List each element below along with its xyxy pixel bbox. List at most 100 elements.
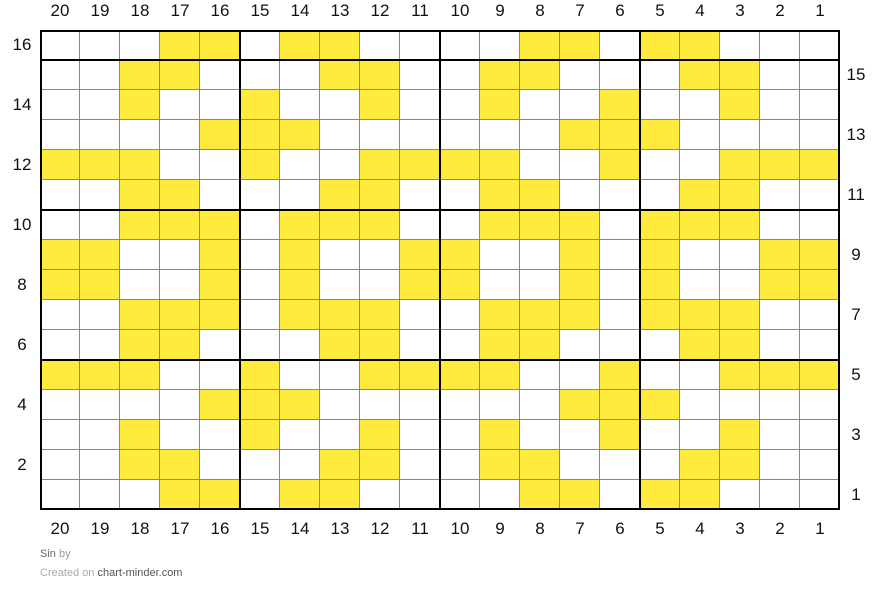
cell-r8-c12 (360, 270, 400, 300)
cell-r4-c18 (120, 390, 160, 420)
chart-title: Sin by (40, 548, 71, 560)
cell-r7-c8 (520, 300, 560, 330)
cell-r1-c17 (160, 480, 200, 510)
cell-r12-c4 (680, 150, 720, 180)
cell-r6-c17 (160, 330, 200, 360)
cell-r3-c4 (680, 420, 720, 450)
cell-r12-c11 (400, 150, 440, 180)
cell-r7-c2 (760, 300, 800, 330)
column-label-top: 2 (775, 1, 785, 20)
cell-r11-c14 (280, 180, 320, 210)
created-on-text: Created on (40, 567, 95, 579)
cell-r1-c3 (720, 480, 760, 510)
cell-r6-c2 (760, 330, 800, 360)
cell-r5-c2 (760, 360, 800, 390)
cell-r16-c9 (480, 30, 520, 60)
cell-r4-c7 (560, 390, 600, 420)
cell-r7-c4 (680, 300, 720, 330)
cell-r13-c15 (240, 120, 280, 150)
cell-r9-c8 (520, 240, 560, 270)
cell-r3-c12 (360, 420, 400, 450)
cell-r1-c18 (120, 480, 160, 510)
cell-r7-c14 (280, 300, 320, 330)
cell-r16-c7 (560, 30, 600, 60)
cell-r3-c8 (520, 420, 560, 450)
column-label-bottom: 8 (535, 519, 545, 538)
cell-r16-c11 (400, 30, 440, 60)
cell-r11-c17 (160, 180, 200, 210)
cell-r9-c7 (560, 240, 600, 270)
cell-r12-c7 (560, 150, 600, 180)
cell-r13-c19 (80, 120, 120, 150)
cell-r9-c1 (800, 240, 840, 270)
cell-r16-c16 (200, 30, 240, 60)
cell-r3-c1 (800, 420, 840, 450)
cell-r1-c14 (280, 480, 320, 510)
cell-r16-c20 (40, 30, 80, 60)
cell-r12-c5 (640, 150, 680, 180)
cell-r1-c16 (200, 480, 240, 510)
cell-r8-c8 (520, 270, 560, 300)
cell-r5-c15 (240, 360, 280, 390)
cell-r11-c15 (240, 180, 280, 210)
cell-r15-c16 (200, 60, 240, 90)
cell-r5-c14 (280, 360, 320, 390)
cell-r13-c8 (520, 120, 560, 150)
cell-r6-c9 (480, 330, 520, 360)
cell-r16-c17 (160, 30, 200, 60)
row-label-left: 8 (17, 275, 27, 294)
cell-r16-c1 (800, 30, 840, 60)
cell-r3-c13 (320, 420, 360, 450)
cell-r14-c18 (120, 90, 160, 120)
cell-r15-c4 (680, 60, 720, 90)
cell-r1-c6 (600, 480, 640, 510)
cell-r2-c1 (800, 450, 840, 480)
column-label-bottom: 3 (735, 519, 745, 538)
cell-r3-c5 (640, 420, 680, 450)
cell-r10-c6 (600, 210, 640, 240)
cell-r1-c8 (520, 480, 560, 510)
cell-r11-c1 (800, 180, 840, 210)
row-label-left: 12 (12, 155, 32, 174)
cell-r14-c3 (720, 90, 760, 120)
cell-r7-c11 (400, 300, 440, 330)
cell-r8-c15 (240, 270, 280, 300)
column-label-bottom: 19 (90, 519, 110, 538)
cell-r5-c19 (80, 360, 120, 390)
cell-r6-c14 (280, 330, 320, 360)
cell-r10-c13 (320, 210, 360, 240)
site-link[interactable]: chart-minder.com (97, 567, 183, 579)
cell-r16-c18 (120, 30, 160, 60)
cell-r6-c15 (240, 330, 280, 360)
cell-r9-c18 (120, 240, 160, 270)
cell-r8-c6 (600, 270, 640, 300)
cell-r6-c19 (80, 330, 120, 360)
column-label-top: 9 (495, 1, 505, 20)
cell-r14-c10 (440, 90, 480, 120)
cell-r6-c1 (800, 330, 840, 360)
cell-r6-c4 (680, 330, 720, 360)
cell-r10-c14 (280, 210, 320, 240)
cell-r3-c7 (560, 420, 600, 450)
cell-r3-c19 (80, 420, 120, 450)
cell-r1-c4 (680, 480, 720, 510)
cell-r10-c20 (40, 210, 80, 240)
cell-r16-c19 (80, 30, 120, 60)
cell-r5-c10 (440, 360, 480, 390)
cell-r2-c6 (600, 450, 640, 480)
column-label-top: 14 (290, 1, 310, 20)
cell-r1-c12 (360, 480, 400, 510)
cell-r1-c20 (40, 480, 80, 510)
column-label-bottom: 15 (250, 519, 270, 538)
cell-r9-c4 (680, 240, 720, 270)
cell-r2-c17 (160, 450, 200, 480)
cell-r2-c15 (240, 450, 280, 480)
column-label-bottom: 5 (655, 519, 665, 538)
cell-r9-c9 (480, 240, 520, 270)
cell-r10-c17 (160, 210, 200, 240)
cell-r10-c4 (680, 210, 720, 240)
major-gridline (639, 30, 641, 510)
cell-r16-c5 (640, 30, 680, 60)
row-label-right: 5 (851, 365, 861, 384)
cell-r15-c3 (720, 60, 760, 90)
